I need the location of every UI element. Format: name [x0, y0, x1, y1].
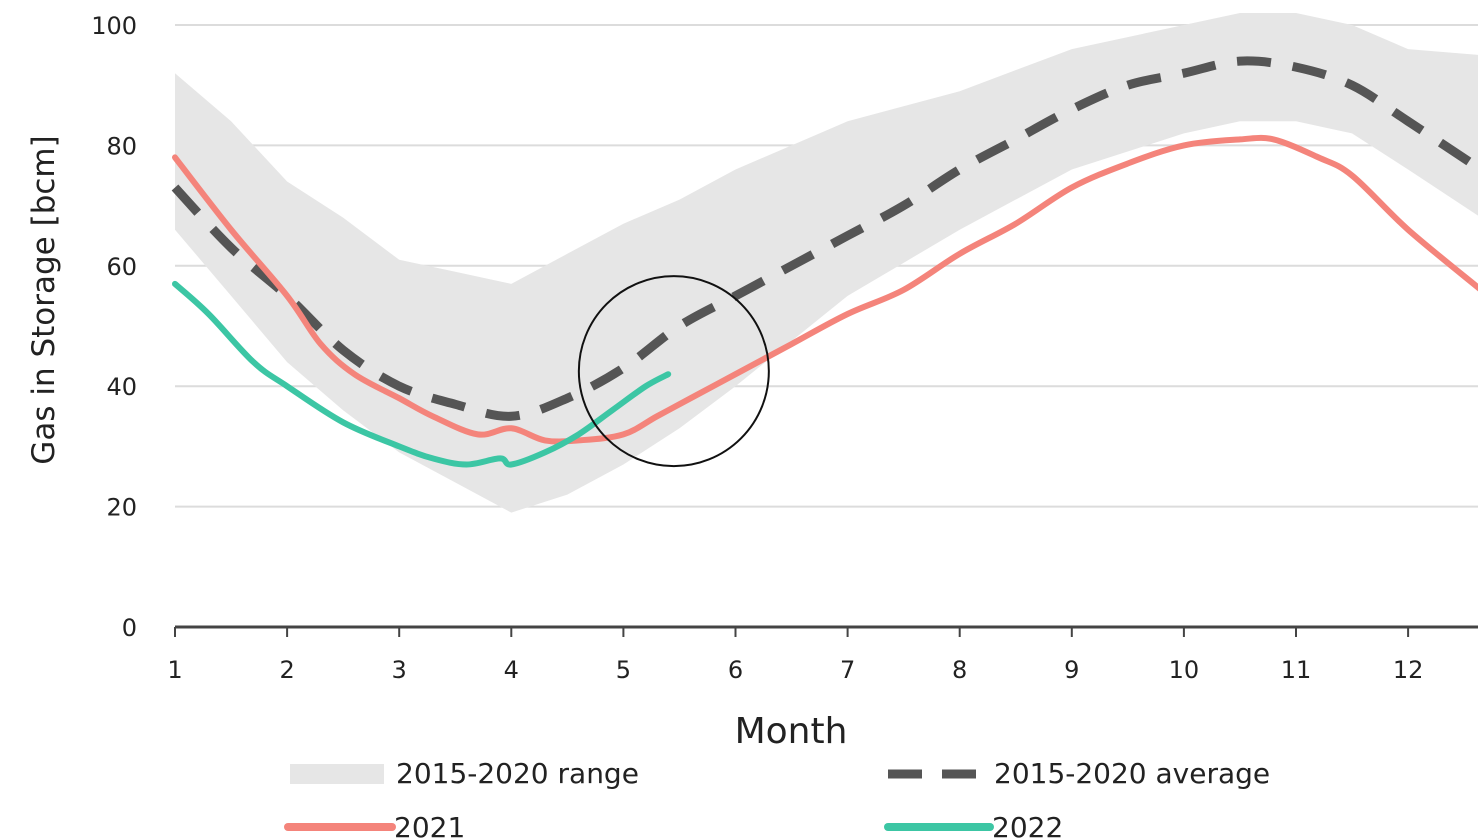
- x-axis-title: Month: [735, 711, 848, 752]
- annotation-layer: [577, 275, 770, 468]
- y-tick-label-100: 100: [91, 12, 137, 40]
- y-tick-label-60: 60: [106, 253, 137, 281]
- legend-swatch-range: [290, 764, 384, 784]
- range-band-layer: [175, 13, 1478, 513]
- x-tick-label-5: 5: [616, 656, 631, 684]
- y-tick-label-80: 80: [106, 132, 137, 160]
- x-tick-label-6: 6: [728, 656, 743, 684]
- x-tick-label-1: 1: [167, 656, 182, 684]
- x-tick-label-8: 8: [952, 656, 967, 684]
- legend-label-average: 2015-2020 average: [994, 757, 1270, 790]
- series-layer: [171, 56, 1478, 468]
- legend-label-range: 2015-2020 range: [396, 757, 639, 790]
- x-tick-label-9: 9: [1064, 656, 1079, 684]
- legend: 2015-2020 range 2015-2020 average 2021 2…: [284, 757, 1270, 840]
- series-line-2021: [172, 134, 1478, 445]
- x-tick-label-11: 11: [1281, 656, 1312, 684]
- x-tick-label-3: 3: [392, 656, 407, 684]
- legend-label-2022: 2022: [992, 811, 1063, 840]
- legend-label-2021: 2021: [394, 811, 465, 840]
- x-tick-label-12: 12: [1393, 656, 1424, 684]
- x-tick-label-2: 2: [279, 656, 294, 684]
- series-line-2015-2020-average: [171, 56, 1478, 421]
- y-axis-title: Gas in Storage [bcm]: [26, 135, 62, 464]
- x-tick-label-10: 10: [1169, 656, 1200, 684]
- range-band: [175, 13, 1478, 513]
- y-tick-label-20: 20: [106, 494, 137, 522]
- y-tick-label-40: 40: [106, 373, 137, 401]
- series-line-2022: [172, 280, 672, 468]
- y-tick-label-0: 0: [122, 614, 137, 642]
- x-tick-label-4: 4: [504, 656, 519, 684]
- x-tick-label-7: 7: [840, 656, 855, 684]
- annotation-circle-0: [577, 275, 770, 468]
